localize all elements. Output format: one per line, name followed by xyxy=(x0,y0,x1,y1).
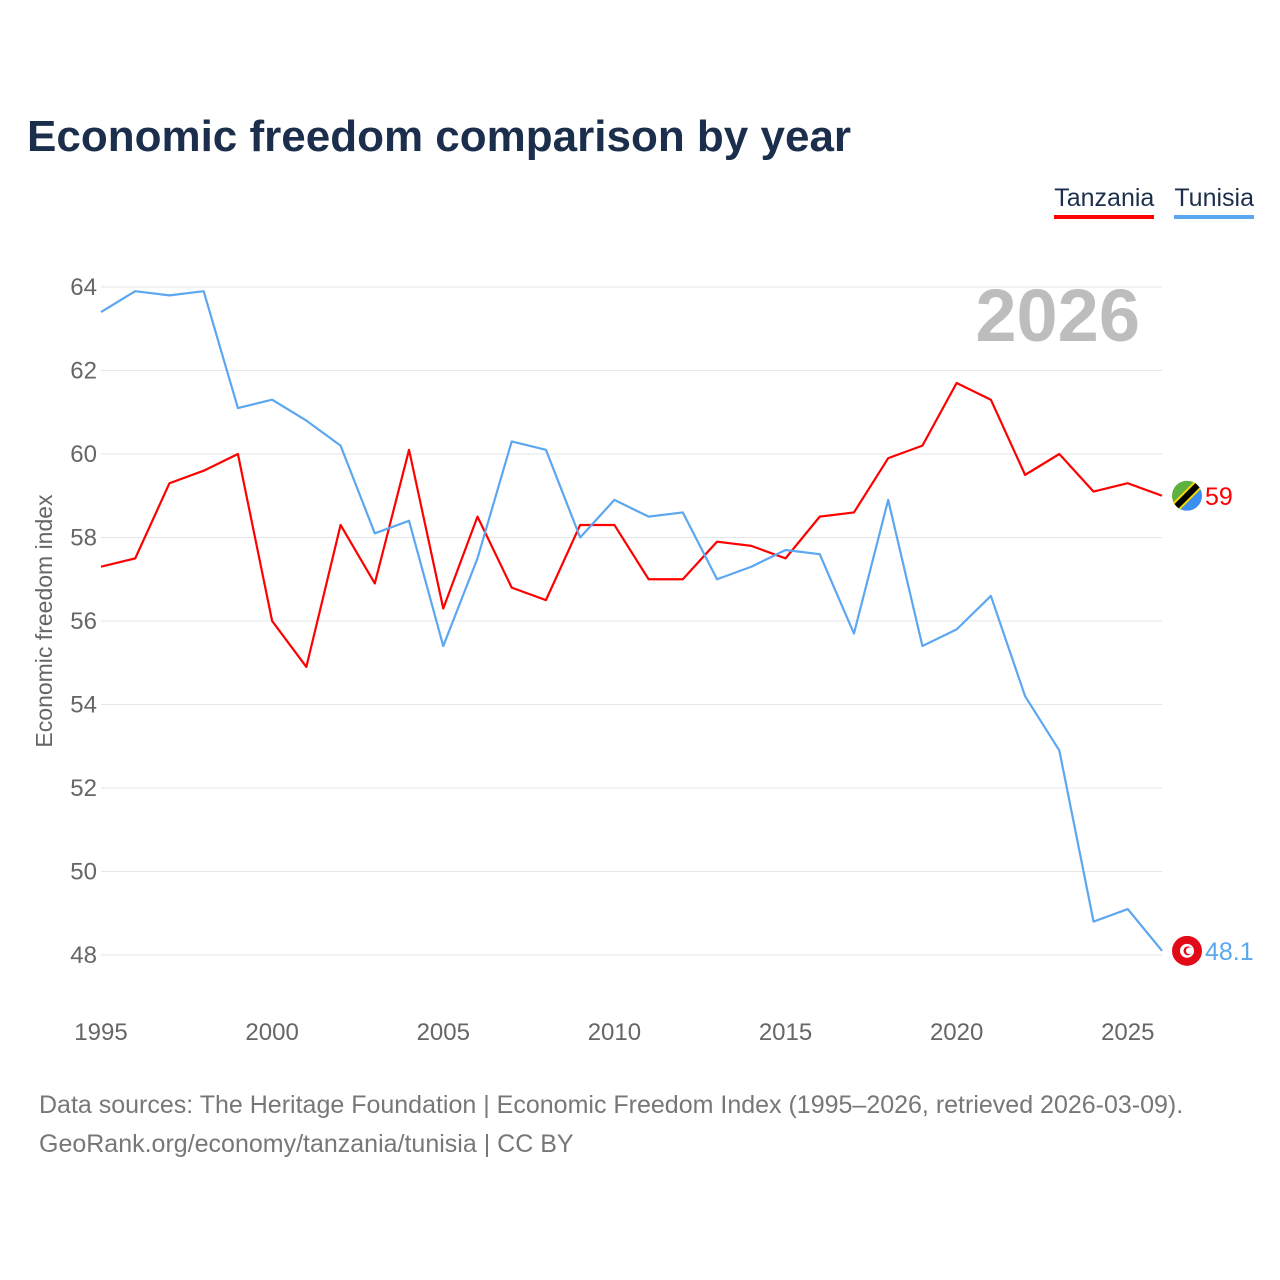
y-tick-label: 60 xyxy=(70,441,97,468)
y-tick-label: 56 xyxy=(70,608,97,635)
y-tick-label: 50 xyxy=(70,859,97,886)
chart-title: Economic freedom comparison by year xyxy=(27,112,852,161)
end-label-tunisia: 48.1 xyxy=(1205,938,1254,966)
y-tick-label: 52 xyxy=(70,775,97,802)
y-axis-label: Economic freedom index xyxy=(31,494,57,748)
legend: Tanzania Tunisia xyxy=(1054,184,1254,219)
series-line-tunisia xyxy=(100,290,1163,952)
y-tick-label: 62 xyxy=(70,358,97,385)
x-tick-label: 2000 xyxy=(245,1019,298,1046)
x-tick-label: 2015 xyxy=(759,1019,812,1046)
legend-item-tunisia[interactable]: Tunisia xyxy=(1174,184,1254,219)
y-tick-label: 48 xyxy=(70,942,97,969)
end-label-tanzania: 59 xyxy=(1205,483,1233,511)
y-tick-label: 58 xyxy=(70,525,97,552)
source-line-1: Data sources: The Heritage Foundation | … xyxy=(39,1091,1184,1119)
x-tick-label: 1995 xyxy=(74,1019,127,1046)
x-tick-label: 2010 xyxy=(588,1019,641,1046)
tanzania-flag-icon xyxy=(1172,480,1202,511)
source-line-2[interactable]: GeoRank.org/economy/tanzania/tunisia | C… xyxy=(39,1130,574,1158)
source-note: Data sources: The Heritage Foundation | … xyxy=(39,1086,1183,1164)
tunisia-flag-crescent-cut xyxy=(1186,947,1193,955)
y-tick-label: 64 xyxy=(70,274,97,301)
year-watermark: 2026 xyxy=(975,274,1140,357)
x-tick-label: 2020 xyxy=(930,1019,983,1046)
x-tick-label: 2005 xyxy=(417,1019,470,1046)
series-line-tanzania xyxy=(100,381,1163,669)
x-tick-label: 2025 xyxy=(1101,1019,1154,1046)
y-tick-label: 54 xyxy=(70,692,97,719)
legend-item-tanzania[interactable]: Tanzania xyxy=(1054,184,1155,219)
